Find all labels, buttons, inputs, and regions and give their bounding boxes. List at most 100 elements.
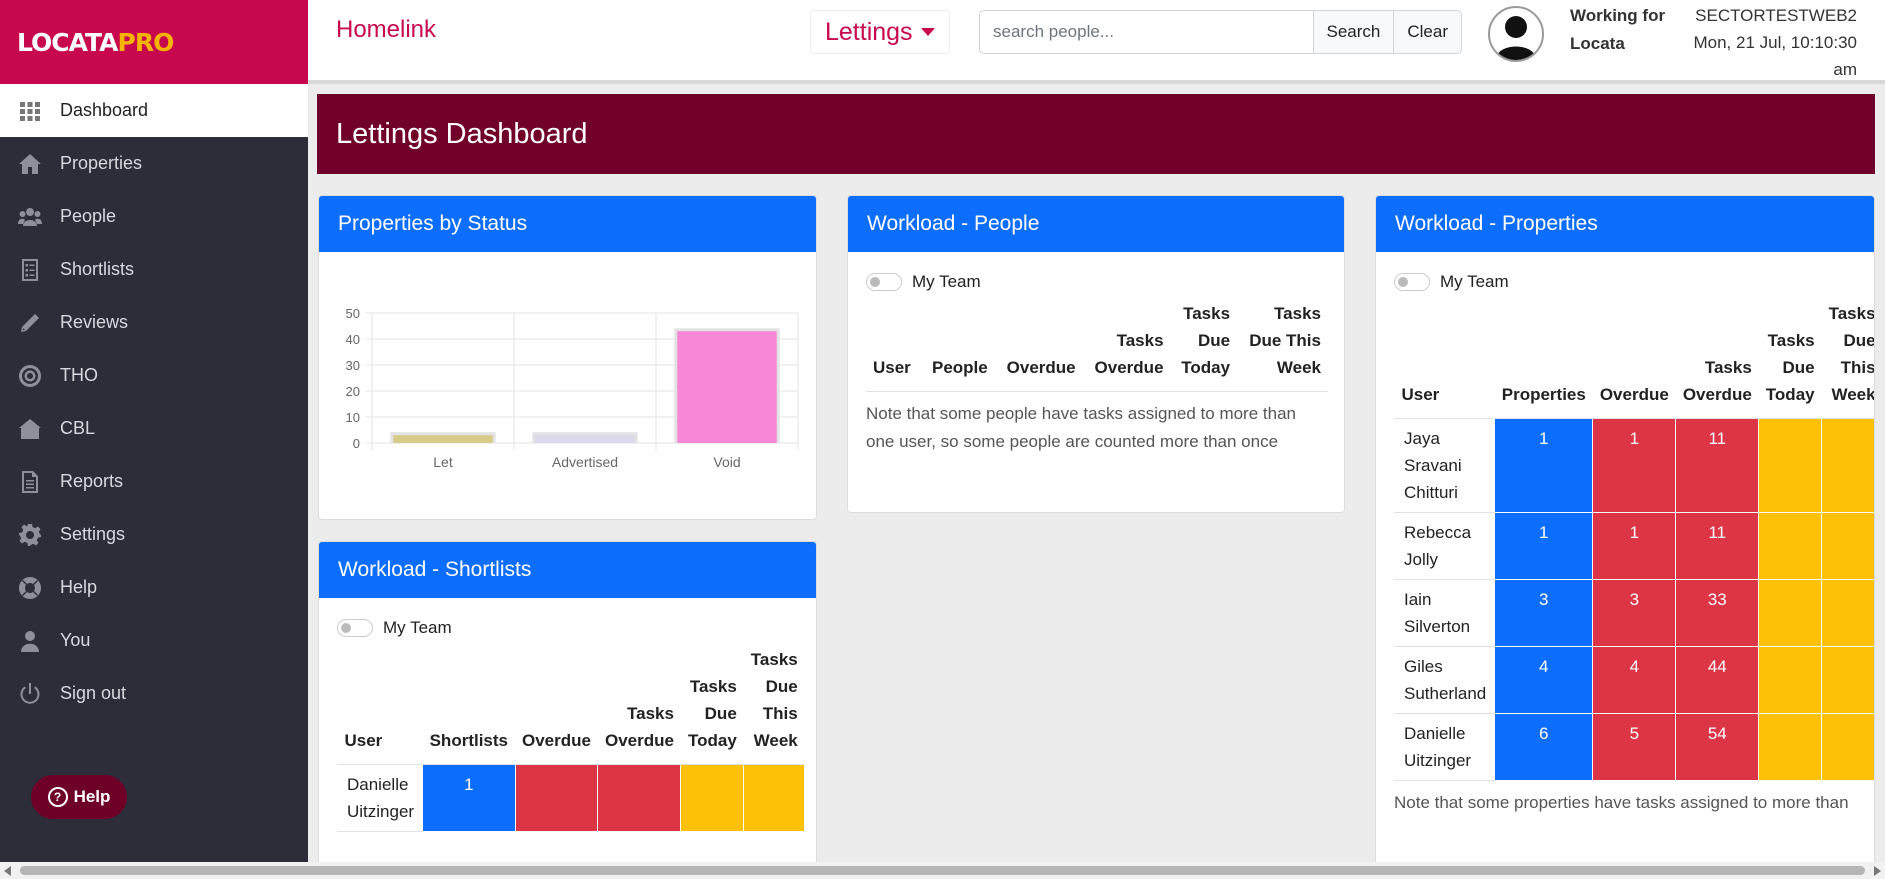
column-header: User [1395,296,1495,419]
properties-cell[interactable]: 1 [1495,419,1593,513]
user-name-cell: Danielle Uitzinger [1395,714,1495,781]
my-team-toggle-row: My Team [1394,272,1856,292]
tasks-overdue-cell[interactable]: 44 [1676,647,1759,714]
due-week-cell[interactable] [1822,419,1875,513]
my-team-toggle[interactable] [866,273,902,291]
working-for: Working for Locata [1570,2,1665,58]
sidebar-item-label: Help [60,577,97,598]
target-icon [0,364,60,388]
overdue-cell[interactable]: 5 [1593,714,1676,781]
properties-by-status-card: Properties by Status 0 10 20 30 40 50 Let Adver… [318,195,817,520]
sidebar-item-label: Reviews [60,312,128,333]
column-header: User [866,296,921,392]
logo[interactable]: LOCATAPRO [0,0,308,84]
y-tick-label: 10 [346,410,360,425]
column-header: People [921,296,995,392]
sidebar-item-properties[interactable]: Properties [0,137,308,190]
column-header: Tasks Overdue [1083,296,1171,392]
help-pill-button[interactable]: ? Help [31,775,127,819]
sidebar-item-reports[interactable]: Reports [0,455,308,508]
sidebar-nav: Dashboard Properties People Shortlists Revie… [0,84,308,720]
sidebar-item-label: People [60,206,116,227]
due-today-cell[interactable] [1759,419,1822,513]
column-header: Properties [1495,296,1593,419]
user-name-cell: Iain Silverton [1395,580,1495,647]
overdue-cell[interactable]: 1 [1593,419,1676,513]
search-group: Search Clear [979,10,1462,54]
tasks-overdue-cell[interactable]: 33 [1676,580,1759,647]
due-week-cell[interactable] [744,765,805,832]
app-title[interactable]: Homelink [336,16,436,44]
properties-cell[interactable]: 1 [1495,513,1593,580]
due-week-cell[interactable] [1822,580,1875,647]
properties-cell[interactable]: 4 [1495,647,1593,714]
sidebar-item-people[interactable]: People [0,190,308,243]
due-week-cell[interactable] [1822,513,1875,580]
due-today-cell[interactable] [1759,513,1822,580]
column-header: User [338,642,423,765]
sidebar-item-shortlists[interactable]: Shortlists [0,243,308,296]
y-tick-label: 0 [353,436,360,451]
card-title: Properties by Status [319,196,816,252]
y-tick-label: 30 [346,358,360,373]
table-row: Danielle Uitzinger 6 5 54 [1395,714,1876,781]
house-icon [0,152,60,176]
search-input[interactable] [980,11,1313,53]
shortlists-cell[interactable]: 1 [423,765,515,832]
sidebar-item-label: Reports [60,471,123,492]
bar-void [677,331,776,443]
tasks-overdue-cell[interactable] [598,765,681,832]
power-icon [0,682,60,706]
overdue-cell[interactable]: 1 [1593,513,1676,580]
workload-people-card: Workload - People My Team User People Over… [847,195,1345,513]
tasks-overdue-cell[interactable]: 11 [1676,419,1759,513]
search-button[interactable]: Search [1313,11,1394,53]
tasks-overdue-cell[interactable]: 54 [1676,714,1759,781]
table-row: Giles Sutherland 4 4 44 [1395,647,1876,714]
table-row: Rebecca Jolly 1 1 11 [1395,513,1876,580]
tasks-overdue-cell[interactable]: 11 [1676,513,1759,580]
due-today-cell[interactable] [1759,714,1822,781]
sidebar-item-sign-out[interactable]: Sign out [0,667,308,720]
sidebar-item-settings[interactable]: Settings [0,508,308,561]
column-header: Overdue [515,642,598,765]
due-week-cell[interactable] [1822,647,1875,714]
sidebar-item-help[interactable]: Help [0,561,308,614]
due-today-cell[interactable] [681,765,744,832]
card-title: Workload - Properties [1376,196,1874,252]
horizontal-scrollbar[interactable] [0,862,1885,879]
scroll-left-icon[interactable] [4,866,11,876]
table-row: Jaya Sravani Chitturi 1 1 11 [1395,419,1876,513]
workload-shortlists-table: User Shortlists Overdue Tasks Overdue Tasks Du… [337,642,805,832]
workload-people-table: User People Overdue Tasks Overdue Tasks Due Tod… [866,296,1328,392]
due-today-cell[interactable] [1759,647,1822,714]
column-header: Tasks Due Today [1171,296,1238,392]
properties-cell[interactable]: 6 [1495,714,1593,781]
scroll-right-icon[interactable] [1874,866,1881,876]
table-row: Iain Silverton 3 3 33 [1395,580,1876,647]
sidebar-item-you[interactable]: You [0,614,308,667]
user-name-cell: Danielle Uitzinger [338,765,423,832]
overdue-cell[interactable]: 4 [1593,647,1676,714]
my-team-toggle[interactable] [337,619,373,637]
due-week-cell[interactable] [1822,714,1875,781]
sidebar-item-label: Dashboard [60,100,148,121]
due-today-cell[interactable] [1759,580,1822,647]
sidebar: LOCATAPRO Dashboard Properties People Short… [0,0,308,862]
scrollbar-thumb[interactable] [20,866,1865,875]
sidebar-item-tho[interactable]: THO [0,349,308,402]
properties-cell[interactable]: 3 [1495,580,1593,647]
sidebar-item-cbl[interactable]: CBL [0,402,308,455]
sidebar-item-dashboard[interactable]: Dashboard [0,84,308,137]
page-title: Lettings Dashboard [336,118,588,151]
overdue-cell[interactable]: 3 [1593,580,1676,647]
overdue-cell[interactable] [515,765,598,832]
clear-button[interactable]: Clear [1393,11,1461,53]
module-dropdown[interactable]: Lettings [810,10,950,54]
sidebar-item-reviews[interactable]: Reviews [0,296,308,349]
properties-status-chart: 0 10 20 30 40 50 Let Advertised Void [319,252,816,519]
my-team-toggle[interactable] [1394,273,1430,291]
help-pill-label: Help [74,787,111,807]
avatar[interactable] [1488,6,1544,62]
grid-icon [0,99,60,123]
